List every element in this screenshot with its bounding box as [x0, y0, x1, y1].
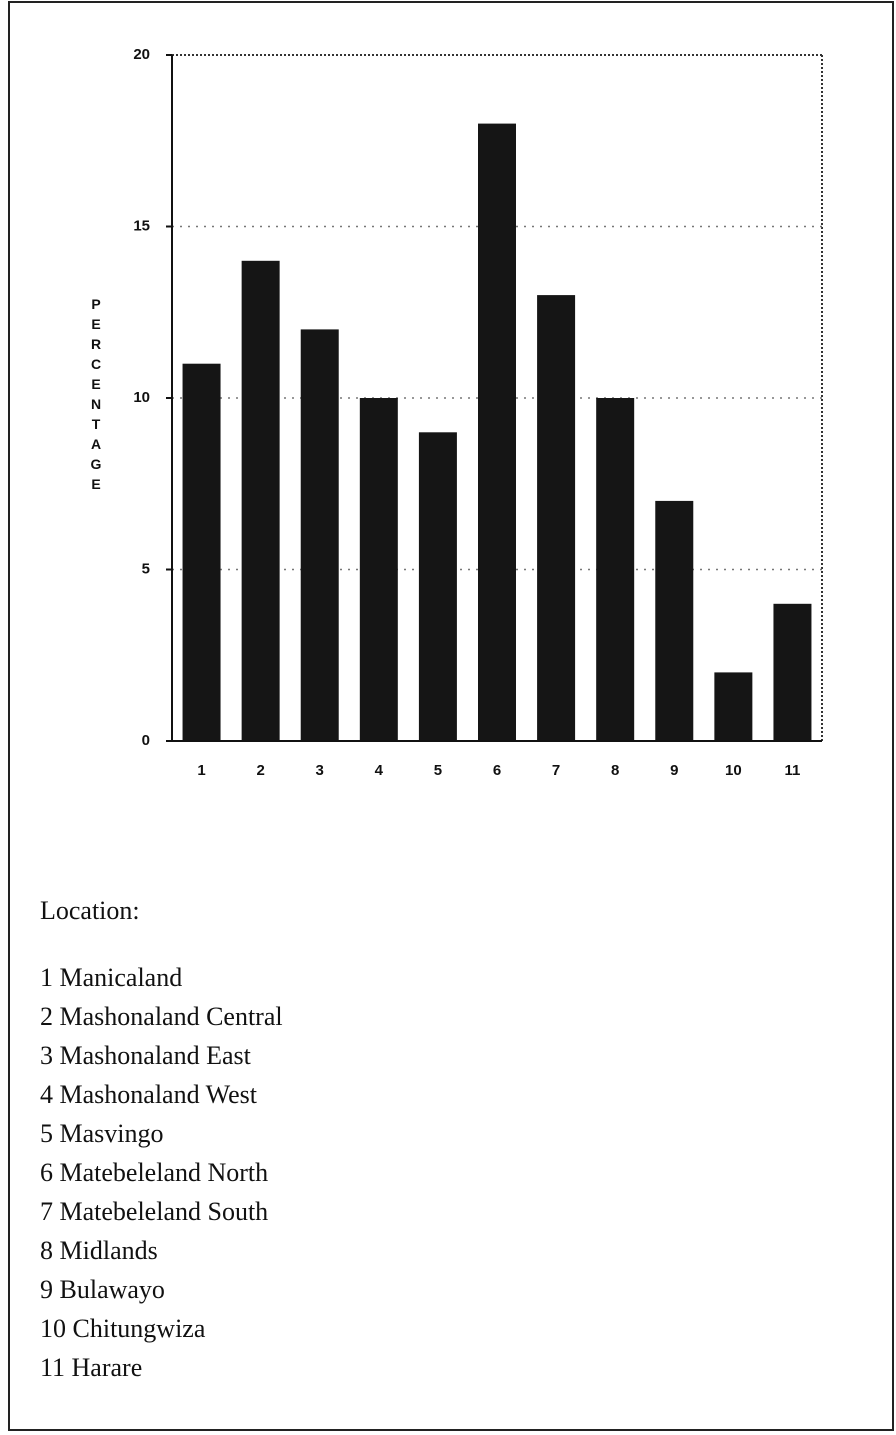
key-item: 4 Mashonaland West: [40, 1080, 257, 1109]
bar: [418, 432, 457, 741]
key-item: 10 Chitungwiza: [40, 1314, 206, 1343]
x-tick-label: 7: [552, 762, 560, 779]
x-tick-label: 1: [197, 762, 205, 779]
key-item: 5 Masvingo: [40, 1119, 164, 1148]
key-item: 2 Mashonaland Central: [40, 1002, 283, 1031]
x-tick-label: 6: [493, 762, 501, 779]
bar: [773, 603, 812, 741]
bar: [182, 363, 221, 741]
bar: [714, 672, 753, 741]
key-item: 3 Mashonaland East: [40, 1041, 251, 1070]
bar: [359, 398, 398, 741]
y-tick-label: 10: [133, 389, 150, 406]
key-title: Location:: [40, 896, 140, 925]
y-tick-label: 0: [142, 732, 150, 749]
bar: [478, 123, 516, 742]
key-item: 8 Midlands: [40, 1236, 158, 1265]
x-tick-label: 10: [725, 762, 742, 779]
bar: [300, 329, 339, 741]
x-tick-label: 8: [611, 762, 619, 779]
x-tick-label: 2: [256, 762, 264, 779]
key-item: 1 Manicaland: [40, 963, 183, 992]
x-tick-label: 4: [375, 762, 384, 779]
key-item: 6 Matebeleland North: [40, 1158, 269, 1187]
key-item: 7 Matebeleland South: [40, 1197, 269, 1226]
y-tick-label: 20: [133, 46, 150, 63]
x-tick-label: 3: [316, 762, 324, 779]
y-axis-label: PERCENTAGE: [88, 296, 104, 496]
bar: [537, 295, 576, 741]
bar: [655, 500, 694, 741]
key-item: 9 Bulawayo: [40, 1275, 165, 1304]
page-frame: [8, 1, 894, 1431]
y-tick-label: 15: [133, 217, 150, 234]
key-item: 11 Harare: [40, 1353, 143, 1382]
x-tick-label: 11: [785, 762, 801, 779]
x-tick-label: 5: [434, 762, 442, 779]
y-tick-label: 5: [142, 560, 150, 577]
key-list: 1 Manicaland 2 Mashonaland Central 3 Masho…: [40, 958, 283, 1387]
x-tick-label: 9: [670, 762, 678, 779]
bar: [596, 398, 635, 741]
bar: [241, 260, 280, 741]
